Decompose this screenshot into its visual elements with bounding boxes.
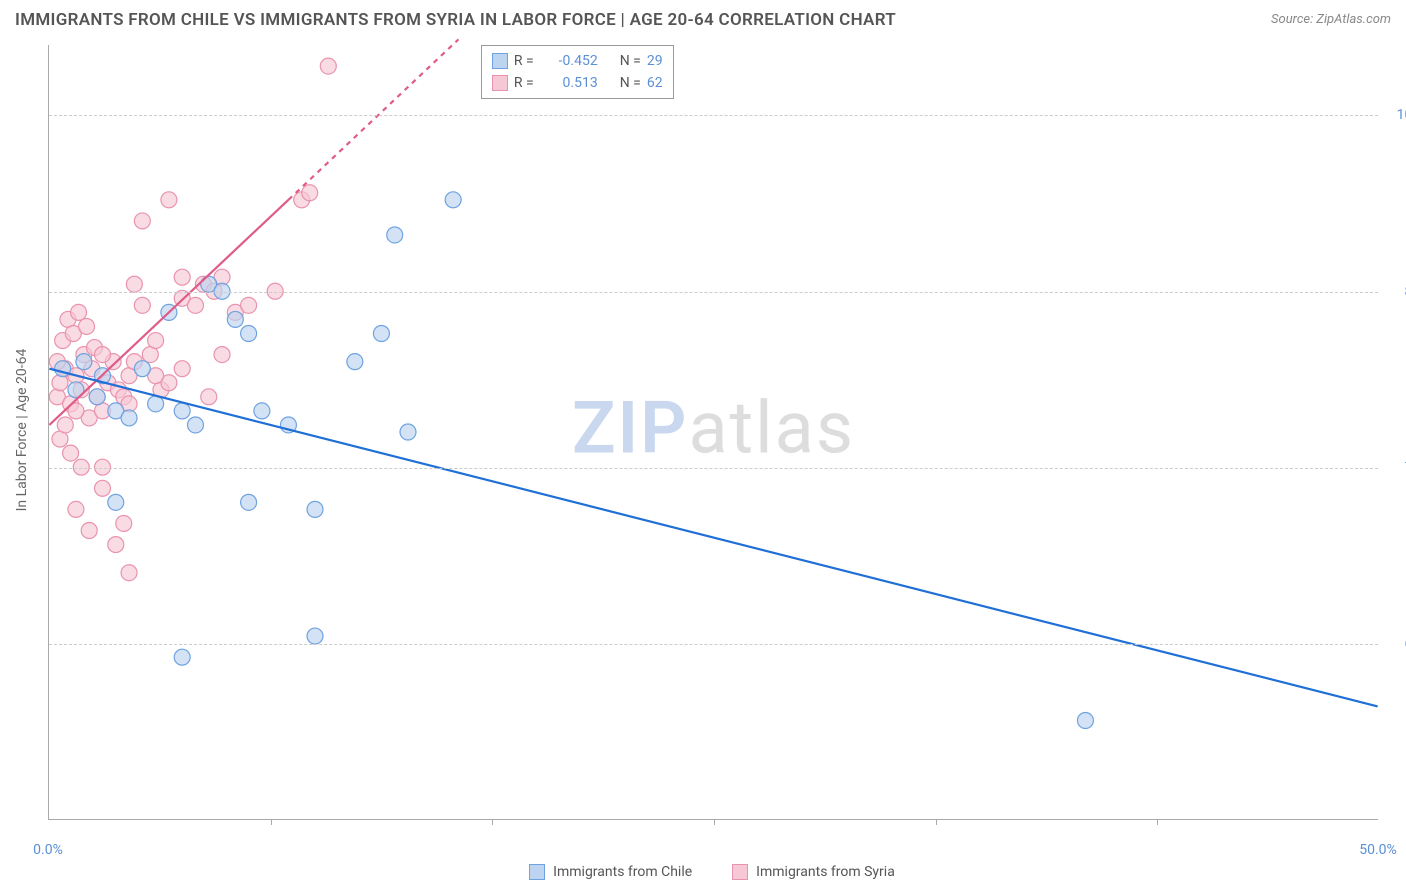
data-point bbox=[94, 347, 110, 363]
data-point bbox=[161, 192, 177, 208]
x-tick-mark bbox=[271, 819, 272, 825]
data-point bbox=[302, 185, 318, 201]
chart-svg bbox=[49, 45, 1378, 819]
x-tick-mark bbox=[492, 819, 493, 825]
data-point bbox=[373, 326, 389, 342]
data-point bbox=[201, 389, 217, 405]
trend-line bbox=[49, 369, 1377, 707]
data-point bbox=[57, 417, 73, 433]
r-label: R = bbox=[514, 53, 534, 69]
data-point bbox=[1077, 713, 1093, 729]
trend-line bbox=[288, 39, 458, 199]
data-point bbox=[108, 494, 124, 510]
data-point bbox=[76, 354, 92, 370]
x-tick-label: 50.0% bbox=[1359, 842, 1397, 858]
data-point bbox=[387, 227, 403, 243]
stats-legend-row: R = -0.452 N = 29 bbox=[492, 50, 663, 72]
stats-legend: R = -0.452 N = 29 R = 0.513 N = 62 bbox=[481, 45, 674, 99]
legend-swatch bbox=[732, 864, 748, 880]
data-point bbox=[121, 565, 137, 581]
data-point bbox=[89, 389, 105, 405]
data-point bbox=[320, 58, 336, 74]
x-tick-label: 0.0% bbox=[33, 842, 63, 858]
x-tick-mark bbox=[1157, 819, 1158, 825]
bottom-legend-item: Immigrants from Chile bbox=[529, 864, 692, 880]
data-point bbox=[148, 396, 164, 412]
y-axis-label: In Labor Force | Age 20-64 bbox=[14, 349, 30, 512]
data-point bbox=[241, 494, 257, 510]
data-point bbox=[241, 297, 257, 313]
r-value: 0.513 bbox=[540, 75, 598, 91]
data-point bbox=[81, 523, 97, 539]
legend-swatch bbox=[529, 864, 545, 880]
data-point bbox=[400, 424, 416, 440]
chart-title: IMMIGRANTS FROM CHILE VS IMMIGRANTS FROM… bbox=[15, 10, 896, 30]
data-point bbox=[71, 304, 87, 320]
gridline-h bbox=[49, 468, 1378, 469]
data-point bbox=[187, 297, 203, 313]
n-label: N = bbox=[620, 53, 641, 69]
x-tick-mark bbox=[714, 819, 715, 825]
data-point bbox=[174, 649, 190, 665]
bottom-legend-item: Immigrants from Syria bbox=[732, 864, 895, 880]
data-point bbox=[187, 417, 203, 433]
n-value: 29 bbox=[647, 53, 663, 69]
gridline-h bbox=[49, 292, 1378, 293]
n-value: 62 bbox=[647, 75, 663, 91]
data-point bbox=[116, 515, 132, 531]
gridline-h bbox=[49, 115, 1378, 116]
data-point bbox=[68, 501, 84, 517]
data-point bbox=[227, 311, 243, 327]
data-point bbox=[307, 501, 323, 517]
legend-label: Immigrants from Syria bbox=[756, 864, 895, 880]
data-point bbox=[134, 297, 150, 313]
x-tick-mark bbox=[936, 819, 937, 825]
data-point bbox=[174, 361, 190, 377]
data-point bbox=[307, 628, 323, 644]
data-point bbox=[108, 537, 124, 553]
gridline-h bbox=[49, 644, 1378, 645]
plot-area: ZIPatlas 62.5%75.0%87.5%100.0%R =-0.452N… bbox=[48, 45, 1378, 820]
r-label: R = bbox=[514, 75, 534, 91]
legend-label: Immigrants from Chile bbox=[553, 864, 692, 880]
data-point bbox=[174, 403, 190, 419]
data-point bbox=[347, 354, 363, 370]
data-point bbox=[94, 480, 110, 496]
data-point bbox=[174, 269, 190, 285]
data-point bbox=[121, 410, 137, 426]
data-point bbox=[79, 318, 95, 334]
stats-legend-row: R = 0.513 N = 62 bbox=[492, 72, 663, 94]
bottom-legend: Immigrants from Chile Immigrants from Syr… bbox=[48, 864, 1376, 880]
data-point bbox=[445, 192, 461, 208]
y-tick-label: 100.0% bbox=[1397, 107, 1406, 123]
data-point bbox=[134, 361, 150, 377]
data-point bbox=[148, 333, 164, 349]
data-point bbox=[254, 403, 270, 419]
data-point bbox=[214, 347, 230, 363]
data-point bbox=[241, 326, 257, 342]
data-point bbox=[63, 445, 79, 461]
data-point bbox=[126, 276, 142, 292]
legend-swatch bbox=[492, 75, 508, 91]
source-label: Source: ZipAtlas.com bbox=[1271, 12, 1391, 27]
n-label: N = bbox=[620, 75, 641, 91]
data-point bbox=[134, 213, 150, 229]
r-value: -0.452 bbox=[540, 53, 598, 69]
legend-swatch bbox=[492, 53, 508, 69]
